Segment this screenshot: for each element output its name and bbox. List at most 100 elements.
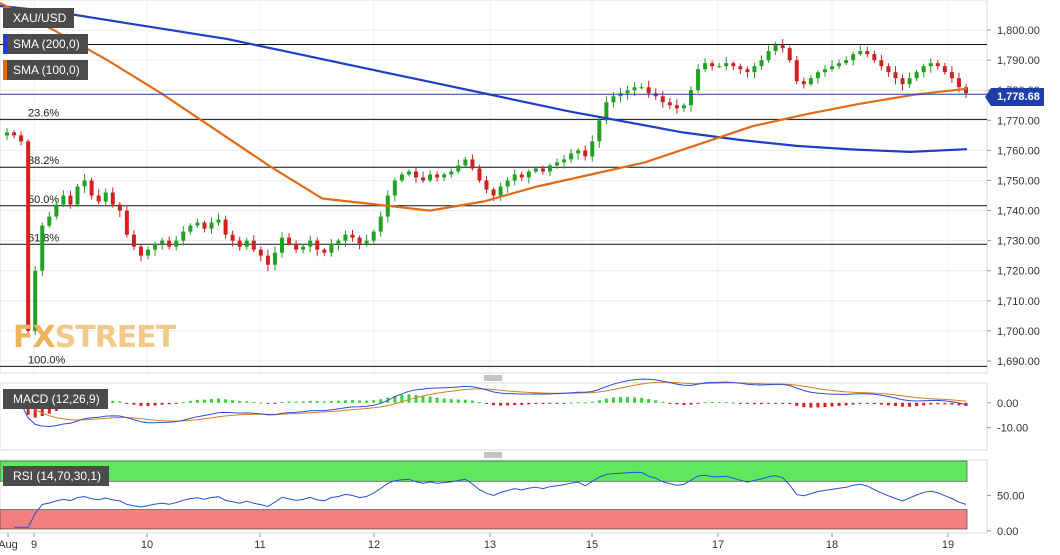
candle — [547, 163, 552, 177]
macd-histogram-bar — [703, 402, 707, 404]
candle — [202, 220, 207, 233]
candle-body — [738, 66, 743, 70]
candle — [773, 41, 778, 55]
candle-body — [230, 234, 235, 241]
candle-body — [886, 66, 891, 73]
candle — [787, 45, 792, 63]
candle — [82, 174, 87, 193]
candle — [674, 99, 679, 114]
macd-histogram-bar — [640, 397, 644, 403]
candle — [815, 70, 820, 84]
candle-body — [463, 159, 468, 166]
candle-body — [477, 168, 482, 181]
rsi-y-tick-label: 0.00 — [997, 526, 1018, 538]
candle — [964, 84, 968, 98]
x-tick-label: 11 — [254, 539, 265, 551]
macd-histogram-bar — [224, 399, 228, 403]
candle-body — [82, 180, 87, 187]
candle-body — [681, 105, 686, 109]
macd-histogram-bar — [865, 402, 869, 404]
candle — [879, 54, 884, 71]
rsi-panel — [0, 459, 988, 534]
candle — [766, 45, 771, 63]
y-tick-label: 1,790.00 — [997, 55, 1040, 67]
candle — [188, 223, 193, 235]
candle — [174, 235, 179, 251]
macd-histogram-bar — [252, 401, 256, 403]
candle-body — [89, 180, 94, 196]
candle — [625, 85, 630, 100]
macd-histogram-bar — [308, 400, 312, 403]
y-tick-label: 1,720.00 — [997, 266, 1040, 278]
candle-body — [265, 255, 270, 265]
candle — [230, 230, 235, 247]
rsi-legend: RSI (14,70,30,1) — [3, 466, 110, 486]
candle — [907, 72, 912, 89]
macd-histogram-bar — [731, 402, 735, 404]
candle — [89, 178, 94, 200]
macd-histogram-bar — [816, 402, 820, 408]
macd-histogram-bar — [633, 397, 637, 403]
macd-histogram-bar — [217, 398, 221, 403]
candle-body — [780, 45, 785, 49]
macd-histogram-bar — [745, 402, 749, 404]
macd-histogram-bar — [372, 400, 376, 403]
macd-histogram-bar — [111, 400, 115, 403]
candle — [569, 149, 574, 164]
macd-histogram-bar — [654, 400, 658, 403]
candle-body — [519, 174, 524, 178]
candle — [138, 244, 143, 262]
candle — [576, 148, 581, 160]
macd-histogram-bar — [315, 401, 319, 403]
fib-level-label: 23.6% — [28, 107, 59, 119]
candle — [442, 172, 447, 181]
x-tick-label: 10 — [141, 539, 153, 551]
macd-histogram-bar — [760, 402, 764, 405]
macd-histogram-bar — [837, 402, 841, 406]
macd-histogram-bar — [379, 399, 383, 403]
x-tick-label: 17 — [712, 539, 724, 551]
macd-histogram-bar — [626, 397, 630, 403]
current-price-badge: 1,778.68 — [985, 88, 1044, 106]
sma100-legend: SMA (100,0) — [3, 60, 88, 80]
macd-histogram-bar — [915, 402, 919, 407]
candle-body — [19, 135, 24, 142]
candle — [794, 56, 799, 85]
candle — [294, 240, 299, 254]
y-tick-label: 1,700.00 — [997, 326, 1040, 338]
macd-signal-line — [7, 381, 967, 422]
candle-body — [533, 168, 538, 172]
x-tick-label: 18 — [826, 539, 838, 551]
candle-body — [280, 237, 285, 253]
candle — [216, 213, 221, 226]
macd-histogram-bar — [520, 402, 524, 405]
candle — [33, 266, 38, 335]
candle-body — [26, 141, 31, 331]
candle — [865, 46, 870, 58]
candle-body — [590, 141, 595, 157]
macd-histogram-bar — [280, 401, 284, 403]
macd-histogram-bar — [541, 402, 545, 404]
candle-body — [639, 87, 644, 89]
candle-body — [540, 168, 545, 172]
candle-body — [195, 222, 200, 226]
macd-histogram-bar — [456, 399, 460, 403]
candle — [68, 191, 73, 209]
candle-body — [244, 240, 249, 247]
candle — [745, 66, 750, 78]
macd-histogram-bar — [393, 395, 397, 403]
candle-body — [258, 249, 263, 256]
candle — [505, 177, 510, 193]
macd-histogram-bar — [449, 399, 453, 403]
candle-body — [872, 54, 877, 61]
candle-body — [146, 249, 151, 256]
candle — [604, 96, 609, 125]
candle — [928, 58, 933, 73]
candle-body — [75, 186, 80, 205]
candle — [195, 218, 200, 228]
candle-body — [688, 90, 693, 106]
candle — [512, 169, 517, 186]
candle — [681, 103, 686, 112]
candle — [322, 247, 327, 257]
macd-histogram-bar — [336, 400, 340, 403]
